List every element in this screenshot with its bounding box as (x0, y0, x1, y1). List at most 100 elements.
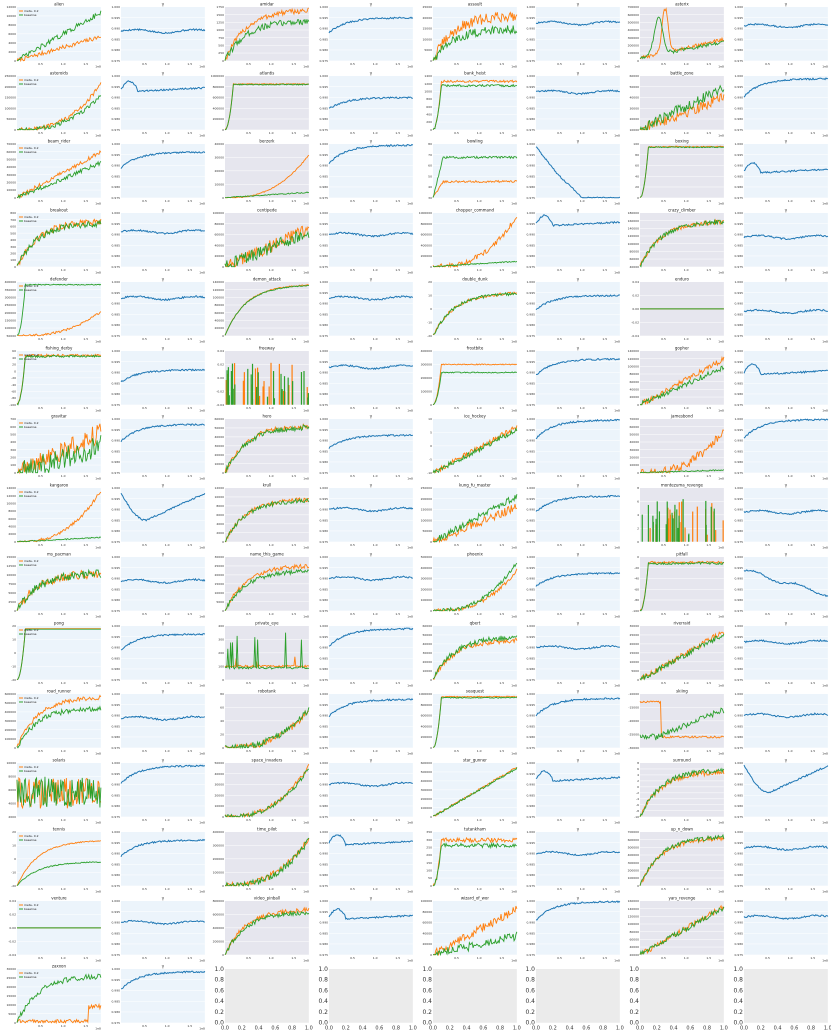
y-tick-label: 0.975 (319, 196, 328, 200)
x-tick-label: 1.0 (476, 543, 481, 547)
y-tick-label: 0.995 (111, 841, 120, 845)
y-tick-label: 0.990 (319, 439, 328, 443)
series-bar-baseline (678, 515, 680, 542)
x-tick-label: 0.2 (653, 1026, 661, 1031)
x-exponent-label: 1e8 (615, 271, 621, 275)
y-tick-label: 0.980 (527, 254, 536, 258)
y-tick-label: 80 (220, 693, 224, 697)
y-tick-label: 40000 (630, 95, 640, 99)
gamma-title: γ (577, 483, 580, 488)
y-tick-label: 0.975 (527, 540, 536, 544)
x-tick-label: 1.5 (811, 612, 816, 616)
gamma-line (743, 764, 829, 794)
y-tick-label: 0.985 (735, 450, 744, 454)
series-line-baseline (224, 909, 309, 955)
y-tick-label: 8000 (216, 504, 224, 508)
plot-background (328, 694, 413, 749)
y-tick-label: 0.980 (735, 804, 744, 808)
y-tick-label: 4000 (8, 802, 16, 806)
plot-background (536, 144, 621, 199)
y-tick-label: 0.990 (735, 645, 744, 649)
x-tick-label: 0.5 (557, 131, 562, 135)
y-tick-label: 0.990 (111, 989, 120, 993)
y-tick-label: 0.975 (527, 334, 536, 338)
y-tick-label: 0.975 (735, 403, 744, 407)
y-tick-label: 0.990 (735, 508, 744, 512)
x-tick-label: 0.5 (765, 131, 770, 135)
x-exponent-label: 1e8 (303, 683, 309, 687)
y-tick-label: 60000 (422, 920, 432, 924)
y-tick-label: 0.980 (527, 48, 536, 52)
y-tick-label: 0.985 (527, 931, 536, 935)
y-tick-label: 80000 (630, 372, 640, 376)
x-tick-label: 1.0 (684, 62, 689, 66)
y-tick-label: 40 (428, 186, 432, 190)
series-bar-baseline (228, 394, 230, 405)
y-tick-label: 0.990 (111, 714, 120, 718)
chart-title: boxing (675, 139, 689, 144)
y-tick-label: 0.990 (111, 370, 120, 374)
x-tick-label: 1.0 (476, 268, 481, 272)
x-tick-label: 0.4 (358, 1026, 366, 1031)
y-tick-label: 0 (14, 1021, 16, 1025)
series-line-baseline (224, 83, 309, 130)
y-tick-label: 0 (430, 128, 432, 132)
plot-background (224, 75, 309, 130)
x-tick-label: 0.5 (557, 956, 562, 960)
series-line-baseline (17, 435, 102, 475)
y-tick-label: 60000 (630, 74, 640, 78)
score-panel-wizard-of-wor: wizard_of_wor100000800006000040000200000… (420, 895, 517, 962)
x-exponent-label: 1e8 (718, 408, 724, 412)
gamma-line (743, 76, 829, 98)
y-tick-label: 0 (222, 128, 224, 132)
y-tick-label: 0.995 (111, 703, 120, 707)
y-tick-label: 0 (14, 857, 16, 861)
legend-label: baseline (24, 494, 37, 498)
y-tick-label: 6000 (8, 517, 16, 521)
y-tick-label: 0.985 (735, 312, 744, 316)
y-tick-label: 0.980 (111, 598, 120, 602)
x-tick-label: 1.0 (372, 750, 377, 754)
chart-title: phoenix (466, 551, 483, 556)
y-tick-label: 150000 (5, 95, 16, 99)
x-exponent-label: 1e8 (95, 408, 101, 412)
y-tick-label: 120000 (628, 234, 639, 238)
plot-background (432, 213, 517, 267)
series-line-meta (224, 7, 309, 61)
y-tick-label: 1.000 (319, 74, 328, 78)
x-exponent-label: 1e8 (822, 546, 828, 550)
y-tick-label: 0.985 (319, 106, 328, 110)
x-exponent-label: 1e8 (407, 958, 413, 962)
series-line-baseline (640, 16, 725, 60)
series-bar-meta (262, 386, 264, 405)
legend-label: meta- 0.2 (24, 696, 39, 700)
x-tick-label: 1.0 (61, 956, 66, 960)
y-tick-label: -30000 (629, 746, 640, 750)
y-tick-label: 60 (428, 164, 432, 168)
legend-label: meta- 0.2 (24, 971, 39, 975)
y-tick-label: 0.985 (735, 381, 744, 385)
series-line-baseline (17, 10, 102, 62)
series-bar-meta (684, 527, 686, 542)
y-tick-label: 0.990 (319, 370, 328, 374)
y-tick-label: -40 (11, 382, 16, 386)
y-tick-label: 60000 (630, 380, 640, 384)
y-tick-label: 1.0 (422, 966, 432, 973)
y-tick-label: 120000 (212, 288, 223, 292)
x-tick-label: 0.2 (757, 1026, 765, 1031)
x-tick-label: 1.0 (788, 612, 793, 616)
y-tick-label: 160000 (628, 899, 639, 903)
plot-background (744, 350, 828, 405)
y-tick-label: 500 (218, 44, 224, 48)
y-tick-label: 0 (222, 952, 224, 956)
y-tick-label: 0.980 (319, 736, 328, 740)
gamma-line (536, 146, 621, 199)
series-line-baseline (16, 160, 102, 200)
x-exponent-label: 1e8 (718, 821, 724, 825)
plot-background (328, 144, 413, 199)
legend-label: baseline (24, 632, 37, 636)
x-tick-label: 1.0 (269, 750, 274, 754)
